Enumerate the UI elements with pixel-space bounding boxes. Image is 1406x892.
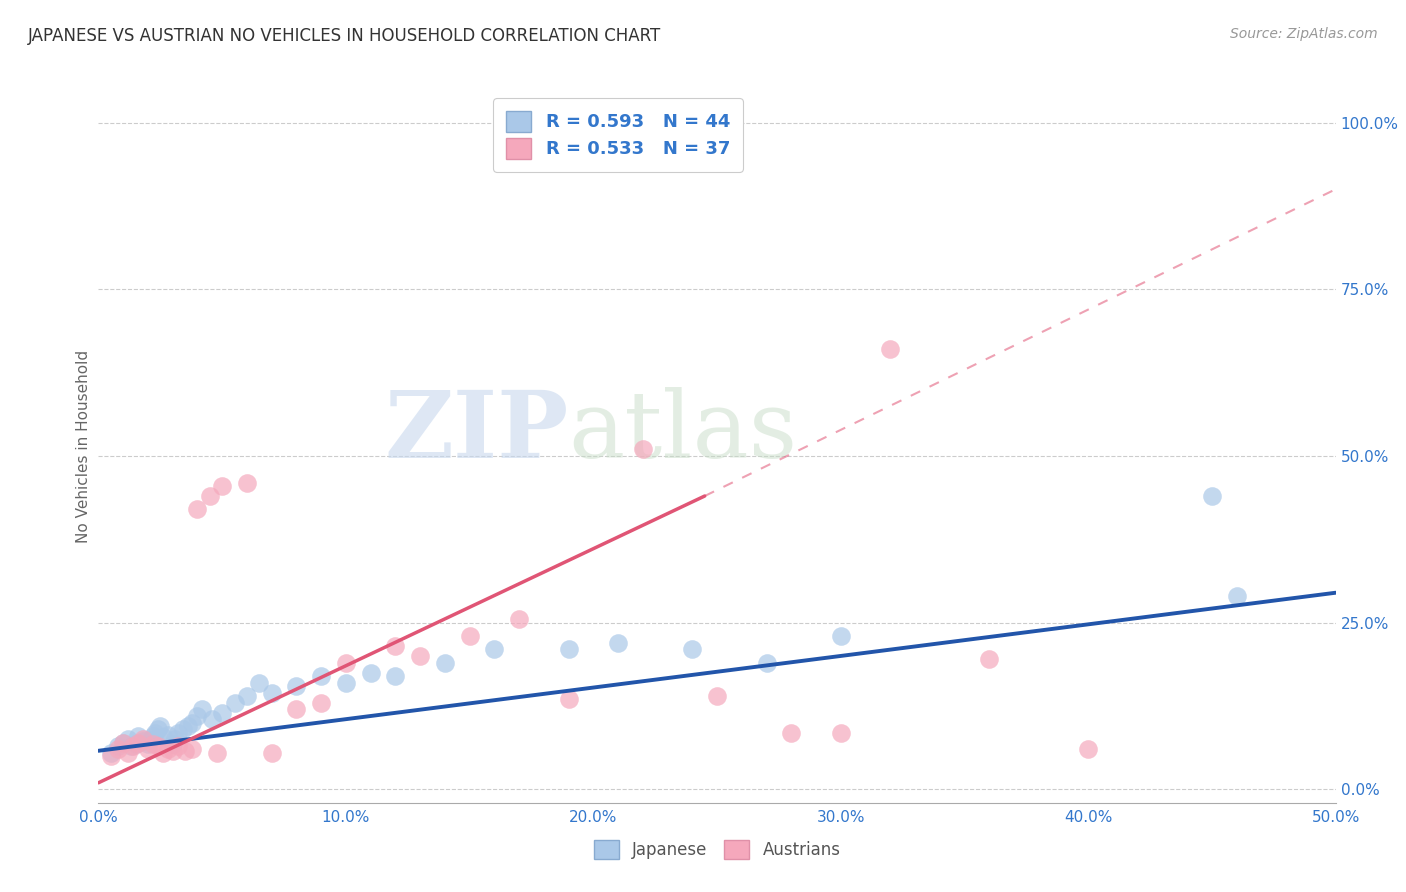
Point xyxy=(236,475,259,490)
Point xyxy=(458,629,481,643)
Point xyxy=(132,732,155,747)
Point xyxy=(755,656,778,670)
Point xyxy=(152,746,174,760)
Point xyxy=(139,733,162,747)
Point xyxy=(557,692,579,706)
Point xyxy=(260,746,283,760)
Point xyxy=(198,489,221,503)
Point xyxy=(117,732,139,747)
Point xyxy=(136,742,159,756)
Point xyxy=(146,723,169,737)
Point xyxy=(174,744,197,758)
Point xyxy=(484,642,506,657)
Point xyxy=(100,746,122,760)
Point xyxy=(830,725,852,739)
Text: ZIP: ZIP xyxy=(384,387,568,476)
Point xyxy=(107,739,129,753)
Point xyxy=(1226,589,1249,603)
Point xyxy=(152,731,174,745)
Point xyxy=(247,675,270,690)
Point xyxy=(211,479,233,493)
Point xyxy=(181,742,204,756)
Point xyxy=(162,744,184,758)
Point xyxy=(607,636,630,650)
Point xyxy=(260,686,283,700)
Point xyxy=(830,629,852,643)
Point xyxy=(142,737,165,751)
Point xyxy=(979,652,1001,666)
Point xyxy=(176,719,198,733)
Point xyxy=(127,736,149,750)
Point xyxy=(149,719,172,733)
Point xyxy=(384,669,406,683)
Point xyxy=(117,746,139,760)
Point xyxy=(191,702,214,716)
Point xyxy=(285,679,308,693)
Point xyxy=(112,736,135,750)
Point xyxy=(631,442,654,457)
Point xyxy=(285,702,308,716)
Point xyxy=(127,729,149,743)
Point xyxy=(201,713,224,727)
Point xyxy=(681,642,703,657)
Point xyxy=(205,746,228,760)
Point xyxy=(146,739,169,753)
Point xyxy=(433,656,456,670)
Point xyxy=(100,749,122,764)
Point xyxy=(181,715,204,730)
Point xyxy=(107,742,129,756)
Point xyxy=(236,689,259,703)
Point xyxy=(142,729,165,743)
Point xyxy=(1077,742,1099,756)
Point xyxy=(557,642,579,657)
Point xyxy=(156,742,179,756)
Point xyxy=(120,739,142,753)
Point xyxy=(156,728,179,742)
Point xyxy=(1201,489,1223,503)
Point xyxy=(879,343,901,357)
Point xyxy=(124,737,146,751)
Point xyxy=(508,612,530,626)
Point xyxy=(335,675,357,690)
Point xyxy=(309,669,332,683)
Point xyxy=(136,737,159,751)
Point xyxy=(224,696,246,710)
Point xyxy=(132,734,155,748)
Point xyxy=(112,736,135,750)
Point xyxy=(335,656,357,670)
Point xyxy=(172,723,194,737)
Point xyxy=(162,737,184,751)
Point xyxy=(166,739,188,753)
Point xyxy=(384,639,406,653)
Point xyxy=(780,725,803,739)
Point xyxy=(186,709,208,723)
Y-axis label: No Vehicles in Household: No Vehicles in Household xyxy=(76,350,91,542)
Point xyxy=(360,665,382,680)
Text: atlas: atlas xyxy=(568,387,797,476)
Legend: Japanese, Austrians: Japanese, Austrians xyxy=(588,833,846,866)
Text: Source: ZipAtlas.com: Source: ZipAtlas.com xyxy=(1230,27,1378,41)
Point xyxy=(143,725,166,739)
Point xyxy=(309,696,332,710)
Text: JAPANESE VS AUSTRIAN NO VEHICLES IN HOUSEHOLD CORRELATION CHART: JAPANESE VS AUSTRIAN NO VEHICLES IN HOUS… xyxy=(28,27,661,45)
Point xyxy=(165,732,187,747)
Point xyxy=(409,649,432,664)
Point xyxy=(211,706,233,720)
Point xyxy=(706,689,728,703)
Point xyxy=(166,725,188,739)
Point xyxy=(186,502,208,516)
Point xyxy=(122,739,145,753)
